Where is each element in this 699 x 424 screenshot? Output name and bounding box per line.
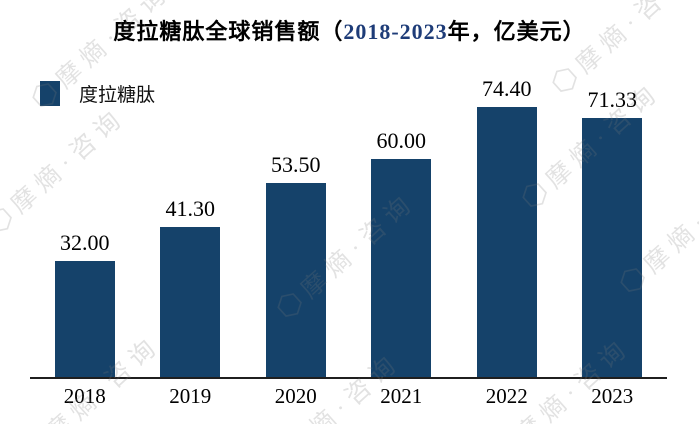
x-axis-label-2019: 2019	[169, 384, 212, 408]
bar-2021	[371, 159, 432, 377]
bar-cell-2018: 32.00	[54, 107, 115, 377]
bar-cell-2021: 60.00	[371, 107, 432, 377]
chart-title-prefix: 度拉糖肽全球销售额（	[113, 19, 344, 44]
watermark-logo-icon: ⬡	[543, 58, 586, 101]
bar-2022	[476, 107, 537, 377]
bar-2023	[582, 118, 643, 377]
chart-title: 度拉糖肽全球销售额（2018-2023年，亿美元）	[0, 14, 699, 46]
bar-cell-2022: 74.40	[476, 78, 537, 377]
chart-title-suffix: 年，亿美元）	[447, 19, 586, 44]
legend-label: 度拉糖肽	[79, 85, 156, 106]
x-axis-line	[30, 377, 667, 379]
x-axis-label-2020: 2020	[274, 384, 317, 408]
bar-value-label-2023: 71.33	[587, 87, 638, 112]
bar-value-label-2020: 53.50	[271, 152, 321, 177]
legend: 度拉糖肽	[40, 80, 155, 107]
legend-swatch	[40, 81, 60, 106]
x-axis-label-2021: 2021	[380, 384, 423, 408]
plot-area: 32.00 41.30 53.50 60.00 74.40 71.33	[32, 78, 665, 377]
bar-2018	[54, 261, 115, 377]
x-axis-label-2022: 2022	[485, 384, 528, 408]
bar-value-label-2019: 41.30	[165, 196, 216, 221]
bar-value-label-2021: 60.00	[376, 128, 427, 153]
bar-cell-2023: 71.33	[582, 89, 643, 377]
chart-title-years: 2018-2023	[343, 19, 448, 44]
bar-cell-2020: 53.50	[265, 107, 326, 377]
watermark-logo-icon: ⬡	[0, 198, 21, 241]
x-axis-label-2023: 2023	[591, 384, 634, 408]
x-axis-label-2018: 2018	[63, 384, 106, 408]
bar-2019	[160, 227, 221, 377]
x-axis-labels: 2018 2019 2020 2021 2022 2023	[32, 384, 665, 409]
bar-value-label-2018: 32.00	[60, 230, 110, 255]
bar-2020	[265, 183, 326, 377]
bar-value-label-2022: 74.40	[482, 76, 532, 101]
bar-cell-2019: 41.30	[160, 107, 221, 377]
